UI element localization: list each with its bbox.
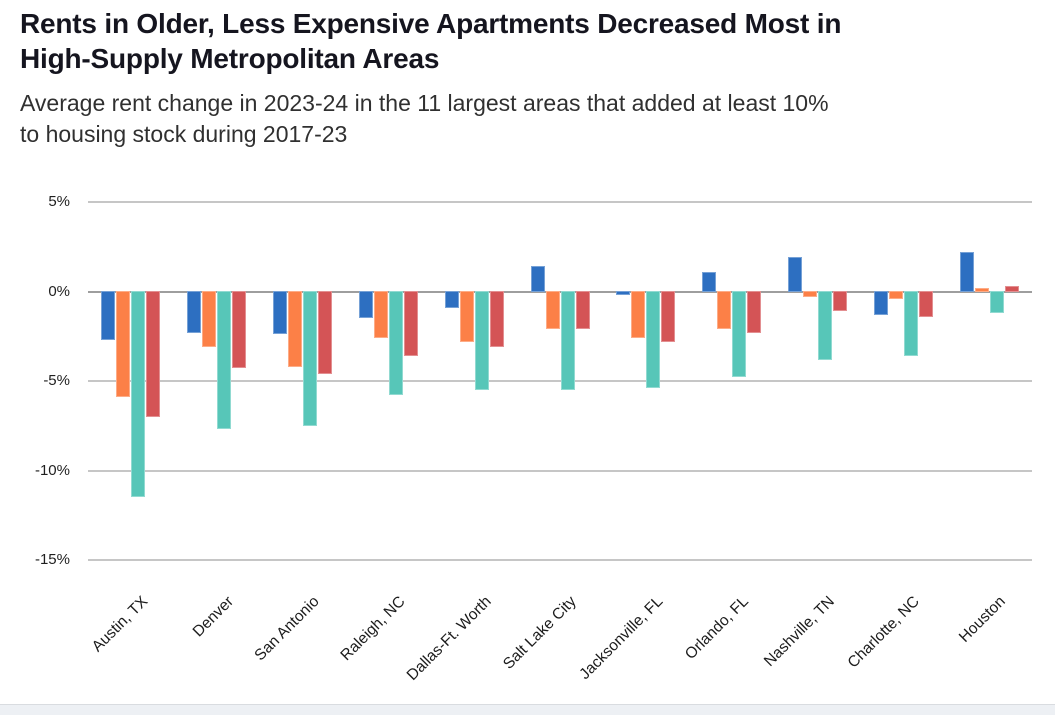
bar-charlotte-nc-orange xyxy=(888,290,903,299)
bar-raleigh-nc-blue xyxy=(358,290,373,319)
chart-title-line-1: Rents in Older, Less Expensive Apartment… xyxy=(20,8,842,39)
bar-dallas-ft-worth-blue xyxy=(444,290,459,308)
bar-raleigh-nc-orange xyxy=(373,290,388,339)
bar-charlotte-nc-teal xyxy=(903,290,918,356)
bar-charlotte-nc-blue xyxy=(873,290,888,315)
bar-orlando-fl-red xyxy=(747,290,762,333)
x-label-orlando-fl: Orlando, FL xyxy=(681,593,752,663)
gridline-0 xyxy=(88,290,1032,293)
bar-dallas-ft-worth-orange xyxy=(459,290,474,342)
bar-salt-lake-city-red xyxy=(575,290,590,330)
bar-nashville-tn-red xyxy=(832,290,847,312)
chart-subtitle: Average rent change in 2023-24 in the 11… xyxy=(20,88,829,150)
x-label-san-antonio: San Antonio xyxy=(251,593,323,665)
y-tick-label-15: -15% xyxy=(34,551,70,568)
bar-san-antonio-orange xyxy=(288,290,303,367)
y-tick-label-5: -5% xyxy=(43,372,70,389)
x-label-salt-lake-city: Salt Lake City xyxy=(500,593,581,673)
bar-denver-blue xyxy=(187,290,202,333)
gridline-5 xyxy=(88,201,1032,203)
bar-denver-red xyxy=(232,290,247,369)
bar-san-antonio-red xyxy=(318,290,333,374)
bar-denver-teal xyxy=(217,290,232,430)
gridline-5 xyxy=(88,380,1032,382)
bar-nashville-tn-blue xyxy=(787,257,802,293)
bar-dallas-ft-worth-teal xyxy=(474,290,489,390)
bar-nashville-tn-teal xyxy=(817,290,832,360)
footer-strip xyxy=(0,704,1055,715)
x-label-nashville-tn: Nashville, TN xyxy=(760,593,838,670)
x-label-austin-tx: Austin, TX xyxy=(88,593,151,656)
bar-jacksonville-fl-blue xyxy=(616,290,631,296)
chart-subtitle-line-2: to housing stock during 2017-23 xyxy=(20,121,348,147)
x-label-houston: Houston xyxy=(956,593,1010,646)
bar-denver-orange xyxy=(202,290,217,347)
y-tick-label-5: 5% xyxy=(48,193,70,210)
chart-title-line-2: High-Supply Metropolitan Areas xyxy=(20,43,440,74)
bar-san-antonio-blue xyxy=(273,290,288,335)
x-label-jacksonville-fl: Jacksonville, FL xyxy=(575,593,666,683)
bar-salt-lake-city-orange xyxy=(545,290,560,330)
bar-salt-lake-city-teal xyxy=(560,290,575,390)
bar-raleigh-nc-teal xyxy=(388,290,403,396)
y-tick-label-10: -10% xyxy=(34,461,70,479)
chart-title: Rents in Older, Less Expensive Apartment… xyxy=(20,6,841,76)
bar-houston-teal xyxy=(989,290,1004,313)
bar-dallas-ft-worth-red xyxy=(489,290,504,347)
bar-austin-tx-teal xyxy=(131,290,146,498)
bar-orlando-fl-teal xyxy=(732,290,747,378)
bar-houston-red xyxy=(1004,286,1019,293)
bar-salt-lake-city-blue xyxy=(530,266,545,293)
gridline-10 xyxy=(88,469,1032,472)
x-label-dallas-ft-worth: Dallas-Ft. Worth xyxy=(403,593,495,684)
y-tick-label-0: 0% xyxy=(48,282,70,300)
chart-subtitle-line-1: Average rent change in 2023-24 in the 11… xyxy=(20,90,829,116)
bar-orlando-fl-blue xyxy=(702,271,717,293)
x-label-denver: Denver xyxy=(189,593,237,641)
bar-houston-orange xyxy=(974,287,989,293)
bar-raleigh-nc-red xyxy=(403,290,418,356)
x-label-raleigh-nc: Raleigh, NC xyxy=(337,593,409,665)
bar-austin-tx-blue xyxy=(101,290,116,340)
bar-austin-tx-orange xyxy=(116,290,131,398)
bar-jacksonville-fl-red xyxy=(661,290,676,342)
bar-austin-tx-red xyxy=(146,290,161,417)
gridline-15 xyxy=(88,559,1032,561)
bar-jacksonville-fl-teal xyxy=(646,290,661,389)
bar-nashville-tn-orange xyxy=(802,290,817,297)
bar-houston-blue xyxy=(959,252,974,293)
x-label-charlotte-nc: Charlotte, NC xyxy=(844,593,924,672)
bar-jacksonville-fl-orange xyxy=(631,290,646,339)
bar-san-antonio-teal xyxy=(303,290,318,426)
bar-orlando-fl-orange xyxy=(717,290,732,330)
bar-charlotte-nc-red xyxy=(918,290,933,317)
